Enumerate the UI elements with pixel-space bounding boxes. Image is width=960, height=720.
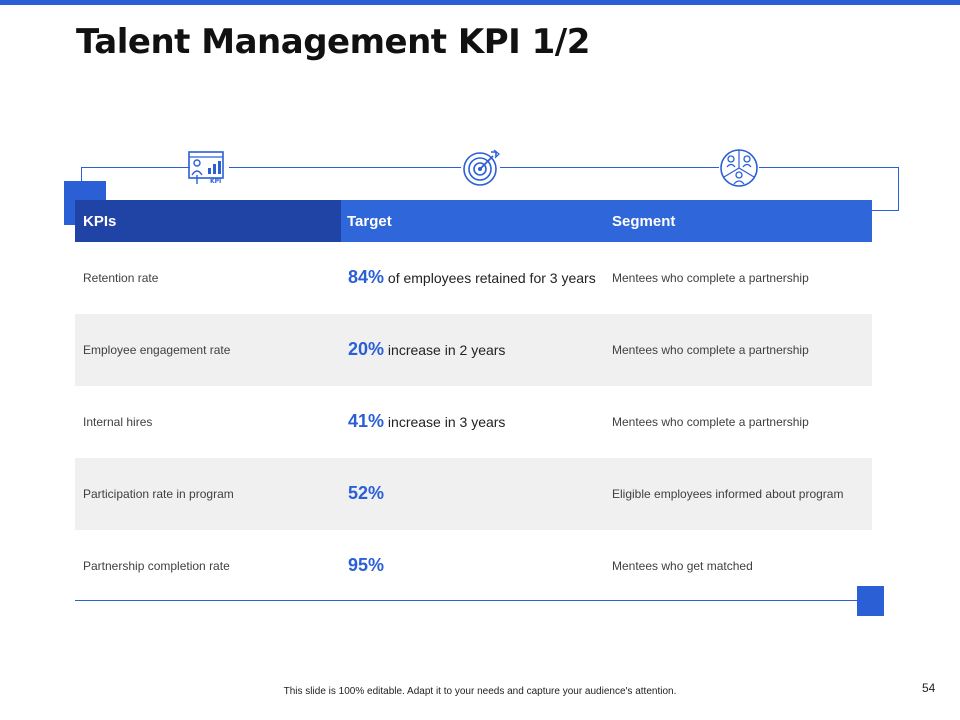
connector-line-top-middle-2 bbox=[500, 167, 719, 168]
table-header-row: KPIs Target Segment bbox=[75, 200, 872, 242]
segment-cell: Eligible employees informed about progra… bbox=[612, 487, 844, 501]
target-cell: 84% of employees retained for 3 years bbox=[341, 242, 607, 314]
target-percent: 95% bbox=[348, 555, 385, 575]
connector-line-top-middle-1 bbox=[229, 167, 461, 168]
slide-title: Talent Management KPI 1/2 bbox=[76, 22, 590, 62]
target-cell: 95% bbox=[341, 530, 607, 602]
kpi-table: KPIs Target Segment Retention rate 84% o… bbox=[75, 200, 872, 602]
connector-line-top-left bbox=[81, 167, 190, 168]
table-row: Retention rate 84% of employees retained… bbox=[75, 242, 872, 314]
kpi-cell: Employee engagement rate bbox=[83, 343, 231, 357]
target-percent: 41% bbox=[348, 411, 385, 431]
header-kpis: KPIs bbox=[75, 200, 341, 242]
kpi-cell: Partnership completion rate bbox=[83, 559, 230, 573]
target-text: increase in 2 years bbox=[384, 342, 506, 358]
target-percent: 84% bbox=[348, 267, 385, 287]
table-bottom-line bbox=[75, 600, 872, 601]
kpi-cell: Internal hires bbox=[83, 415, 153, 429]
table-row: Employee engagement rate 20% increase in… bbox=[75, 314, 872, 386]
header-target: Target bbox=[341, 200, 607, 242]
connector-line-right-vertical bbox=[898, 167, 899, 211]
kpi-cell: Retention rate bbox=[83, 271, 159, 285]
target-text: of employees retained for 3 years bbox=[384, 270, 596, 286]
segment-cell: Mentees who get matched bbox=[612, 559, 753, 573]
connector-line-top-right bbox=[759, 167, 898, 168]
kpi-cell: Participation rate in program bbox=[83, 487, 234, 501]
kpi-icon-label: KPI bbox=[210, 178, 221, 185]
accent-square-bottom-right bbox=[857, 586, 884, 616]
segment-cell: Mentees who complete a partnership bbox=[612, 343, 809, 357]
kpi-board-icon: KPI bbox=[186, 148, 226, 188]
table-row: Partnership completion rate 95% Mentees … bbox=[75, 530, 872, 602]
target-cell: 20% increase in 2 years bbox=[341, 314, 607, 386]
target-cell: 52% bbox=[341, 458, 607, 530]
top-accent-bar bbox=[0, 0, 960, 5]
people-segment-icon bbox=[719, 148, 759, 188]
footer-note: This slide is 100% editable. Adapt it to… bbox=[283, 686, 677, 697]
header-segment: Segment bbox=[607, 200, 872, 242]
target-cell: 41% increase in 3 years bbox=[341, 386, 607, 458]
connector-line-right-stub bbox=[872, 210, 899, 211]
segment-cell: Mentees who complete a partnership bbox=[612, 271, 809, 285]
target-icon bbox=[461, 148, 501, 188]
target-text: increase in 3 years bbox=[384, 414, 506, 430]
target-percent: 52% bbox=[348, 483, 385, 503]
target-percent: 20% bbox=[348, 339, 385, 359]
table-row: Internal hires 41% increase in 3 years M… bbox=[75, 386, 872, 458]
page-number: 54 bbox=[922, 681, 936, 695]
table-row: Participation rate in program 52% Eligib… bbox=[75, 458, 872, 530]
segment-cell: Mentees who complete a partnership bbox=[612, 415, 809, 429]
